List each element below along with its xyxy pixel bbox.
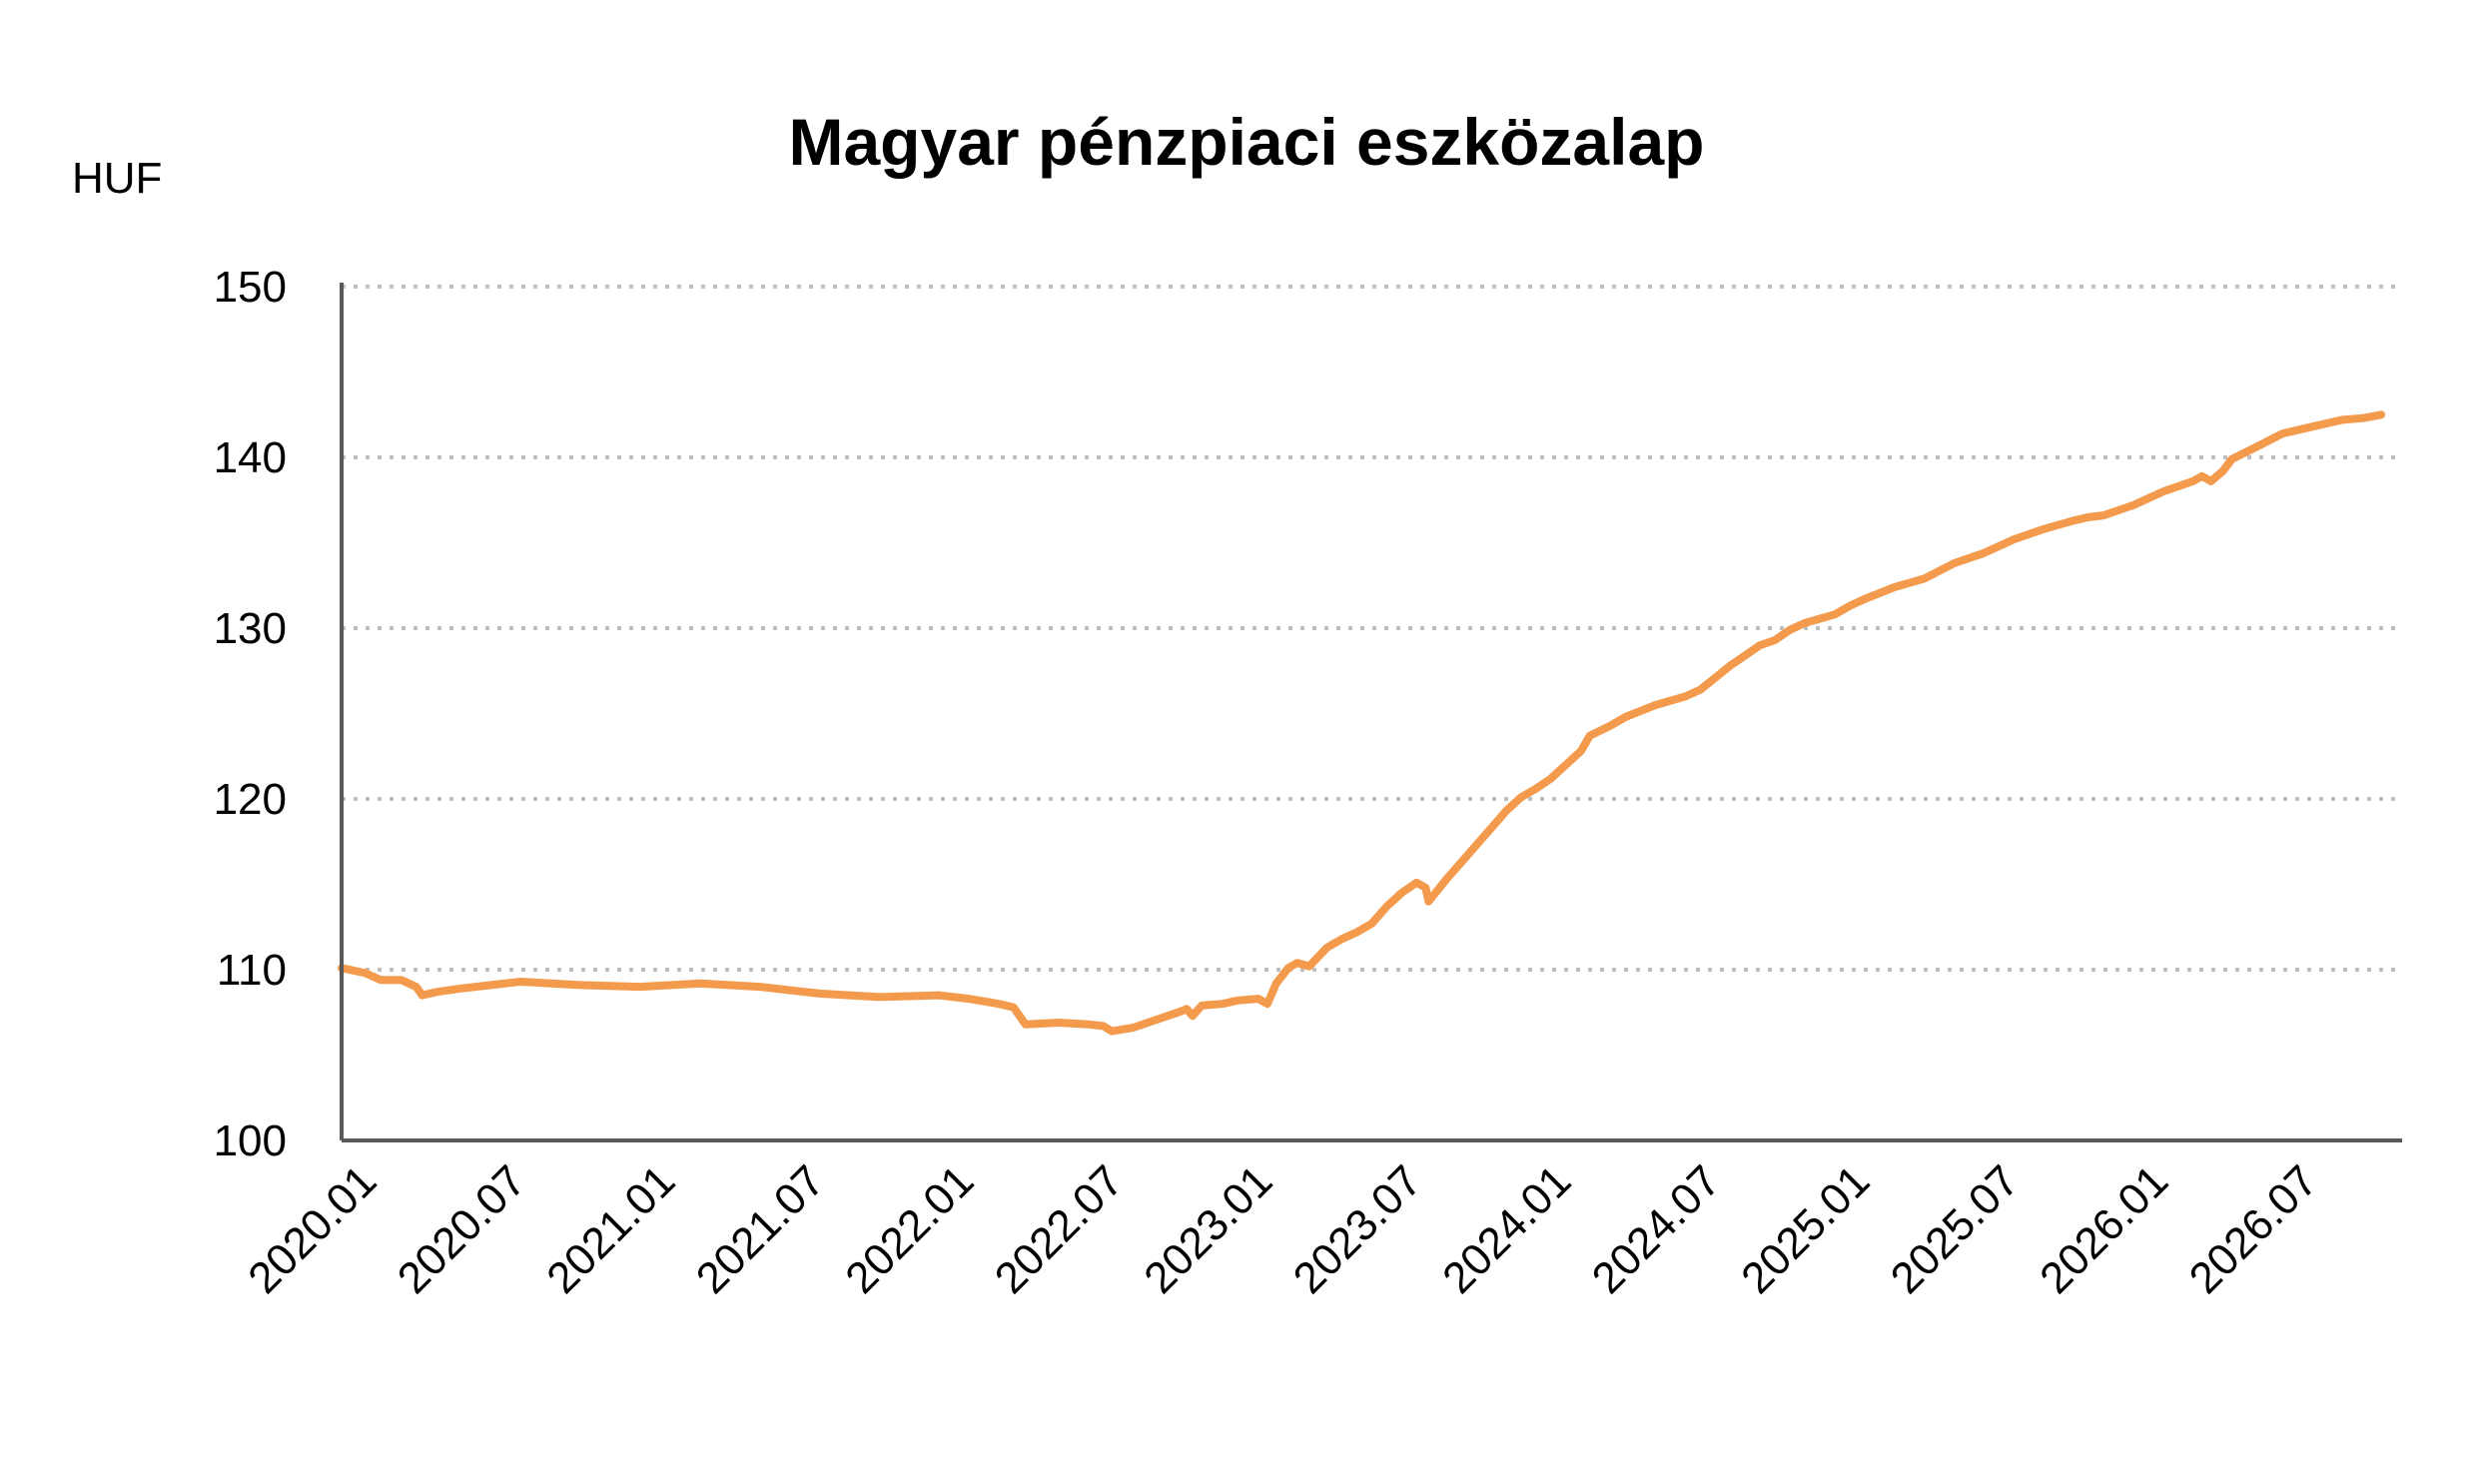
y-tick-label: 140 xyxy=(214,433,287,482)
x-tick-label: 2024.01 xyxy=(1433,1156,1580,1303)
x-tick-label: 2020.01 xyxy=(239,1156,386,1303)
y-tick-label: 130 xyxy=(214,604,287,653)
series xyxy=(338,410,2386,1036)
x-tick-label: 2023.01 xyxy=(1135,1156,1281,1303)
axes xyxy=(340,283,2402,1142)
x-axis-tick-labels: 2020.01 2020.07 2021.01 2021.07 2022.01 2022.… xyxy=(239,1156,2327,1303)
x-tick-label: 2022.07 xyxy=(986,1156,1133,1303)
x-tick-label: 2025.01 xyxy=(1732,1156,1879,1303)
chart-title: Magyar pénzpiaci eszközalap xyxy=(788,105,1704,179)
x-tick-label: 2022.01 xyxy=(836,1156,983,1303)
y-axis-unit-label: HUF xyxy=(72,154,162,203)
series-line-0 xyxy=(338,410,2386,1036)
x-tick-label: 2026.01 xyxy=(2031,1156,2177,1303)
y-tick-label: 100 xyxy=(214,1116,287,1165)
y-tick-label: 110 xyxy=(217,946,287,995)
gridlines xyxy=(342,285,2402,972)
x-tick-label: 2021.07 xyxy=(687,1156,834,1303)
y-tick-label: 150 xyxy=(214,263,287,312)
y-axis-tick-labels: 100 110 120 130 140 150 xyxy=(214,263,287,1165)
x-tick-label: 2026.07 xyxy=(2180,1156,2327,1303)
x-tick-label: 2023.07 xyxy=(1284,1156,1431,1303)
x-tick-label: 2021.01 xyxy=(537,1156,684,1303)
x-tick-label: 2024.07 xyxy=(1583,1156,1730,1303)
x-tick-label: 2020.07 xyxy=(389,1156,535,1303)
x-tick-label: 2025.07 xyxy=(1882,1156,2029,1303)
y-tick-label: 120 xyxy=(214,775,287,824)
